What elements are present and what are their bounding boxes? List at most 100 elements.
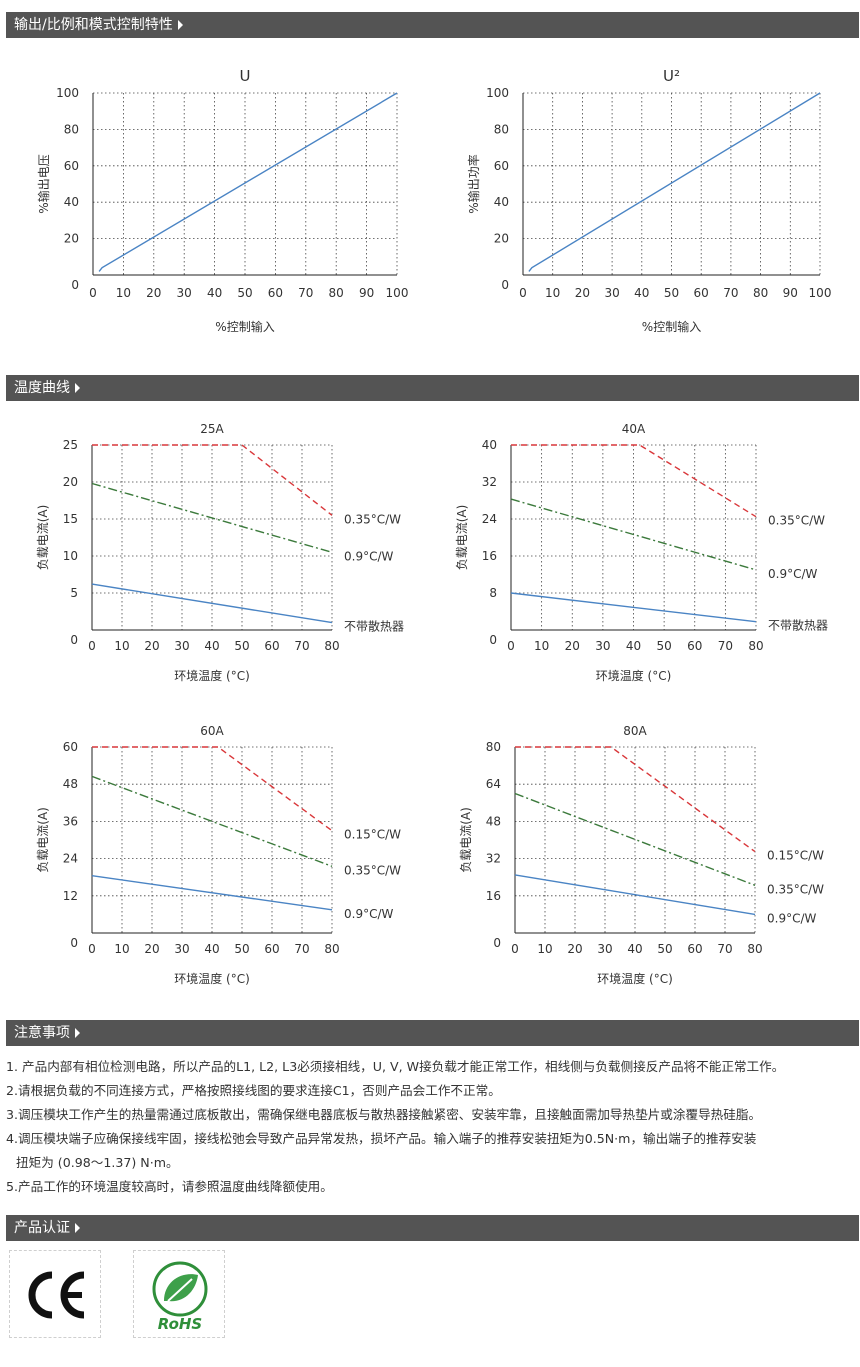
x-tick-label: 60 [687, 639, 702, 653]
y-tick-label: 24 [63, 852, 78, 866]
x-tick-label: 0 [89, 286, 97, 300]
x-tick-label: 60 [264, 942, 279, 956]
x-tick-label: 10 [545, 286, 560, 300]
series-line [510, 498, 757, 571]
caret-right-icon [75, 1223, 80, 1233]
y-tick-label: 0 [489, 633, 497, 647]
series-end-label: 0.9°C/W [768, 567, 818, 581]
x-tick-label: 90 [783, 286, 798, 300]
x-tick-label: 80 [324, 942, 339, 956]
x-tick-label: 20 [567, 942, 582, 956]
x-tick-label: 20 [146, 286, 161, 300]
y-tick-label: 80 [64, 122, 79, 136]
y-tick-label: 60 [494, 159, 509, 173]
x-tick-label: 50 [664, 286, 679, 300]
y-tick-label: 64 [486, 777, 501, 791]
rohs-leaf-icon: RoHS [152, 1261, 208, 1333]
chart-derating-80a: 80A 0 10 20 30 40 50 60 70 80 0 16 32 48 64 80 环境温度 (°C)… [459, 724, 824, 986]
section-header-certification: 产品认证 [6, 1215, 859, 1241]
x-axis-label: %控制输入 [215, 319, 274, 334]
caret-right-icon [75, 1028, 80, 1038]
x-tick-label: 70 [718, 639, 733, 653]
x-tick-label: 100 [386, 286, 409, 300]
y-axis-label: 负载电流(A) [36, 505, 50, 571]
cert-ce [9, 1250, 101, 1338]
caret-right-icon [177, 20, 183, 30]
series-end-label: 不带散热器 [344, 619, 404, 634]
note-item: 4.调压模块端子应确保接线牢固，接线松弛会导致产品异常发热，损坏产品。输入端子的… [6, 1131, 757, 1146]
series-end-label: 0.15°C/W [344, 828, 401, 842]
series-line [515, 746, 756, 853]
y-axis-label: 负载电流(A) [36, 807, 50, 873]
x-tick-label: 20 [565, 639, 580, 653]
x-tick-label: 0 [88, 639, 96, 653]
section-header-notes: 注意事项 [6, 1020, 859, 1046]
y-tick-label: 20 [494, 232, 509, 246]
series-line [98, 92, 398, 272]
series-line [92, 746, 333, 832]
section-title: 注意事项 [14, 1025, 70, 1041]
x-tick-label: 50 [237, 286, 252, 300]
x-tick-label: 80 [747, 942, 762, 956]
series-line [510, 592, 757, 623]
series-line [528, 92, 821, 272]
x-tick-label: 40 [207, 286, 222, 300]
note-item: 1. 产品内部有相位检测电路，所以产品的L1, L2, L3必须接相线，U, V… [6, 1059, 785, 1074]
y-tick-label: 48 [486, 814, 501, 828]
caret-right-icon [75, 383, 80, 393]
chart-derating-40a: 40A 0 10 20 30 40 50 60 70 80 0 8 16 24 32 40 环境温度 (°C) 负… [455, 422, 828, 683]
x-tick-label: 40 [627, 942, 642, 956]
x-axis-label: %控制输入 [642, 319, 701, 334]
section-title: 输出/比例和模式控制特性 [14, 17, 173, 33]
series-line [91, 875, 333, 911]
x-tick-label: 100 [809, 286, 832, 300]
ce-mark-icon [28, 1271, 85, 1319]
x-tick-label: 70 [723, 286, 738, 300]
chart-derating-60a: 60A 0 10 20 30 40 50 60 70 80 0 12 24 36 48 60 环境温度 (°C)… [36, 724, 401, 986]
x-tick-label: 80 [324, 639, 339, 653]
chart-title: 25A [200, 422, 224, 436]
x-axis-label: 环境温度 (°C) [597, 971, 673, 986]
section-title: 温度曲线 [14, 380, 70, 396]
chart-title: 60A [200, 724, 224, 738]
x-tick-label: 40 [204, 639, 219, 653]
chart-derating-25a: 25A 0 10 20 30 40 50 60 70 80 0 5 10 15 20 25 环境温度 (°C) 负… [36, 422, 404, 683]
y-tick-label: 5 [70, 586, 78, 600]
y-tick-label: 0 [70, 633, 78, 647]
series-end-label: 0.35°C/W [768, 514, 825, 528]
y-tick-label: 16 [486, 889, 501, 903]
svg-text:RoHS: RoHS [158, 1315, 202, 1333]
y-tick-label: 40 [482, 438, 497, 452]
y-tick-label: 0 [501, 278, 509, 292]
x-tick-label: 0 [511, 942, 519, 956]
series-line [514, 874, 756, 916]
y-tick-label: 24 [482, 512, 497, 526]
x-tick-label: 10 [114, 942, 129, 956]
y-tick-label: 32 [482, 475, 497, 489]
x-tick-label: 20 [575, 286, 590, 300]
y-tick-label: 40 [494, 195, 509, 209]
x-tick-label: 10 [534, 639, 549, 653]
section-header-temperature: 温度曲线 [6, 375, 859, 401]
x-tick-label: 0 [88, 942, 96, 956]
series-end-label: 0.35°C/W [767, 882, 824, 896]
series-line [92, 444, 333, 516]
chart-title: U² [663, 67, 680, 85]
series-end-label: 0.9°C/W [344, 549, 394, 563]
x-tick-label: 10 [114, 639, 129, 653]
note-item: 扭矩为 (0.98～1.37) N·m。 [16, 1155, 179, 1170]
chart-title: U [240, 67, 251, 85]
x-axis-label: 环境温度 (°C) [174, 971, 250, 986]
y-tick-label: 36 [63, 814, 78, 828]
x-tick-label: 0 [519, 286, 527, 300]
y-axis-label: 负载电流(A) [459, 807, 473, 873]
x-tick-label: 50 [234, 942, 249, 956]
x-tick-label: 60 [268, 286, 283, 300]
x-tick-label: 70 [294, 942, 309, 956]
x-tick-label: 50 [656, 639, 671, 653]
y-tick-label: 12 [63, 889, 78, 903]
chart-title: 40A [622, 422, 646, 436]
y-tick-label: 16 [482, 549, 497, 563]
series-line [91, 775, 333, 867]
x-tick-label: 70 [298, 286, 313, 300]
